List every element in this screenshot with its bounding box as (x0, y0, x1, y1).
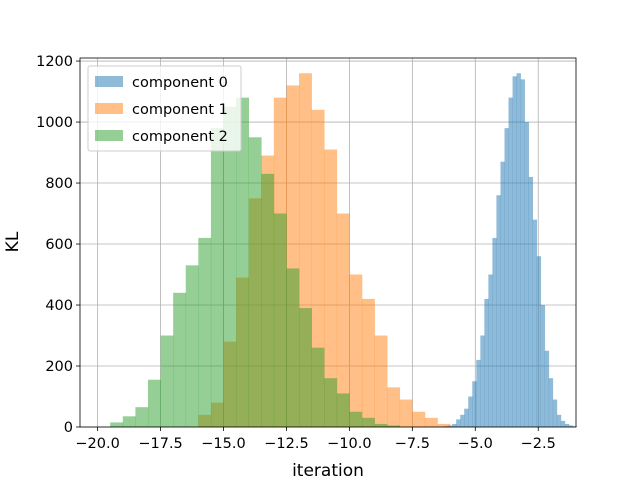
histogram-bar (273, 213, 287, 427)
histogram-bar (261, 173, 275, 427)
histogram-bar (488, 274, 493, 427)
x-tick-label: −12.5 (264, 436, 308, 452)
histogram-bar (361, 417, 375, 427)
histogram-bar (492, 237, 497, 427)
legend-swatch (95, 130, 123, 141)
y-tick-label: 800 (45, 176, 73, 192)
histogram-bar (508, 97, 513, 428)
histogram-bar (437, 423, 451, 427)
histogram-bar (424, 417, 438, 427)
y-tick-label: 200 (45, 359, 73, 375)
histogram-bar (110, 422, 124, 427)
histogram-bar (496, 195, 501, 427)
histogram-bar (336, 393, 350, 427)
histogram-bar (299, 308, 312, 427)
histogram-bar (500, 161, 505, 427)
histogram-bar (544, 350, 550, 427)
histogram-bar (472, 381, 477, 427)
histogram-bar (540, 305, 546, 427)
histogram-bar (528, 176, 533, 427)
histogram-bar (484, 298, 489, 427)
histogram-bar (552, 399, 558, 427)
x-tick-label: −7.5 (395, 436, 430, 452)
legend: component 0 component 1 component 2 (87, 65, 242, 152)
histogram-bar (198, 237, 212, 427)
histogram-bar (374, 335, 388, 427)
histogram-bar (160, 335, 174, 427)
y-tick-label: 1200 (36, 54, 73, 70)
histogram-bar (456, 419, 461, 427)
histogram-bar (464, 408, 469, 427)
histogram-bar (520, 79, 525, 427)
histogram-bar (524, 122, 529, 427)
x-tick-label: −2.5 (521, 436, 556, 452)
x-tick-label: −10.0 (327, 436, 371, 452)
legend-label: component 2 (132, 129, 228, 145)
histogram-bar (560, 420, 566, 427)
histogram-bar (311, 347, 325, 427)
series-2-bars (110, 97, 401, 428)
histogram-bars (110, 73, 578, 428)
histogram-bar (349, 274, 363, 427)
legend-swatch (95, 103, 123, 114)
histogram-bar (286, 268, 300, 427)
histogram-bar (564, 423, 570, 427)
histogram-bar (460, 414, 465, 427)
histogram-bar (399, 399, 413, 427)
histogram-bar (324, 378, 338, 427)
axis-ticks: −20.0 −17.5 −15.0 −12.5 −10.0 −7.5 −5.0 −2.5 0 20… (36, 54, 556, 452)
histogram-bar (556, 414, 562, 427)
histogram-bar (185, 265, 199, 427)
legend-label: component 0 (132, 75, 228, 91)
y-tick-label: 1000 (36, 115, 73, 131)
legend-box (87, 65, 242, 152)
y-axis-title: KL (3, 231, 23, 252)
histogram-bar (236, 97, 249, 428)
histogram-bar (412, 411, 426, 427)
histogram-bar (568, 425, 574, 427)
histogram-bar (480, 335, 485, 427)
histogram-bar (468, 396, 473, 427)
histogram-bar (349, 411, 363, 427)
x-tick-label: −5.0 (458, 436, 493, 452)
legend-label: component 1 (132, 102, 228, 118)
histogram-bar (324, 149, 338, 427)
x-tick-label: −15.0 (201, 436, 245, 452)
histogram-bar (173, 292, 187, 427)
histogram-bar (452, 423, 457, 427)
histogram-bar (361, 298, 375, 427)
series-0-bars (444, 73, 578, 428)
histogram-bar (548, 378, 554, 427)
histogram-bar (504, 128, 509, 427)
x-axis-title: iteration (292, 461, 364, 480)
y-tick-label: 600 (45, 237, 73, 253)
histogram-bar (374, 423, 388, 427)
histogram-bar (122, 416, 136, 427)
histogram-bar (248, 137, 262, 428)
histogram-bar (387, 387, 401, 427)
histogram-bar (516, 73, 521, 428)
x-tick-label: −17.5 (138, 436, 182, 452)
legend-swatch (95, 76, 123, 87)
x-tick-label: −20.0 (75, 436, 119, 452)
y-tick-label: 400 (45, 298, 73, 314)
histogram-bar (210, 128, 224, 427)
plot-frame (79, 57, 577, 428)
histogram-bar (135, 407, 149, 427)
histogram-bar (223, 106, 237, 427)
histogram-bar (476, 359, 481, 427)
y-tick-label: 0 (64, 420, 73, 436)
histogram-bar (512, 76, 517, 428)
histogram-bar (147, 379, 161, 427)
histogram-bar (536, 256, 542, 427)
histogram-bar (532, 219, 538, 427)
histogram-bar (336, 213, 350, 427)
histogram-bar (387, 425, 401, 427)
